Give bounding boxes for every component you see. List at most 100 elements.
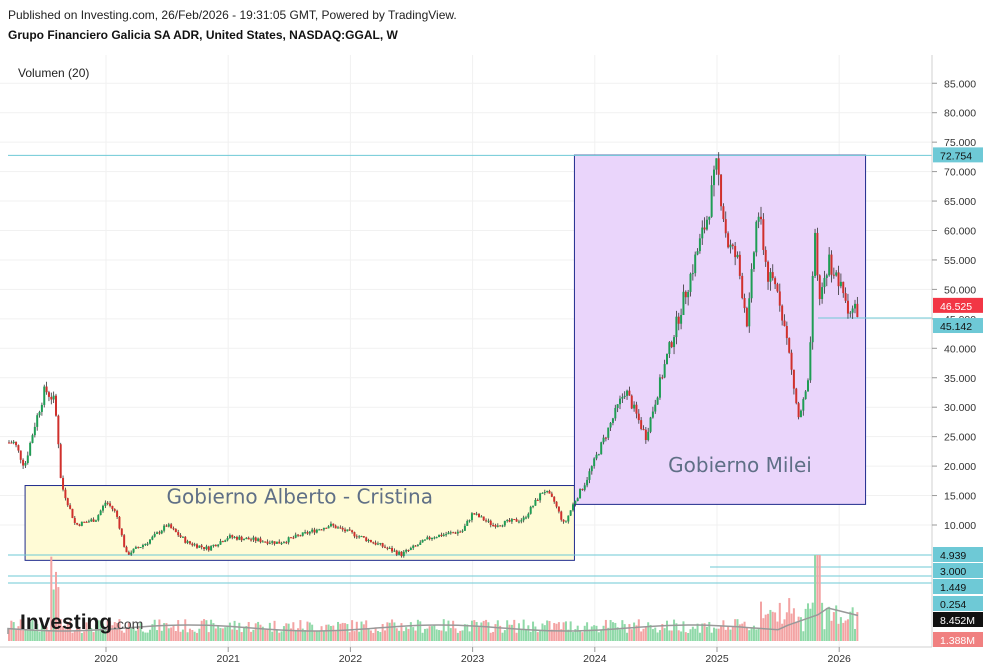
volume-bar [64, 629, 67, 641]
volume-marker-bg [933, 612, 983, 627]
annotation-label: Gobierno Alberto - Cristina [167, 485, 433, 509]
volume-bar [332, 625, 335, 641]
candle-body [623, 395, 626, 397]
candle-body [802, 399, 805, 411]
candle-body [332, 523, 335, 526]
level-marker-text: 45.142 [940, 321, 972, 333]
candle-body [29, 442, 32, 456]
volume-bar [487, 622, 490, 641]
candle-body [513, 519, 516, 521]
volume-bar [344, 623, 347, 641]
volume-bar [102, 623, 104, 641]
candle-body [144, 543, 147, 546]
volume-bar [527, 625, 530, 641]
candle-body [419, 542, 422, 545]
candle-body [588, 471, 591, 480]
candle-body [764, 249, 767, 262]
candle-body [193, 544, 196, 546]
candle-body [17, 445, 20, 451]
candle-body [26, 455, 29, 463]
candle-body [569, 510, 572, 516]
volume-bar [15, 629, 18, 641]
candle-body [428, 537, 431, 540]
volume-bar [668, 630, 671, 641]
chart-header: Published on Investing.com, 26/Feb/2026 … [8, 7, 908, 43]
candle-body [797, 403, 800, 418]
volume-bar [165, 623, 168, 641]
volume-bar [235, 629, 238, 641]
volume-bar [130, 627, 133, 641]
candle-body [856, 303, 859, 318]
volume-bar [823, 629, 826, 641]
volume-bar [452, 620, 455, 641]
candle-body [705, 219, 708, 230]
time-axis[interactable]: 2020 2021 2022 2023 2024 2025 2026 [94, 647, 851, 665]
candle-body [59, 444, 62, 478]
candle-body [536, 499, 539, 501]
candle-body [628, 390, 631, 396]
volume-bar [428, 626, 431, 641]
candle-body [273, 541, 276, 544]
candle-body [235, 536, 238, 540]
candle-body [525, 517, 527, 519]
volume-bar [391, 619, 394, 641]
logo-brand: Investing [20, 611, 112, 634]
volume-bar [839, 617, 842, 641]
candle-body [600, 442, 603, 455]
volume-bar [795, 621, 798, 641]
volume-bar [132, 627, 135, 641]
candle-body [299, 535, 302, 537]
volume-bar [43, 626, 46, 641]
candle-body [687, 291, 690, 298]
candle-body [344, 529, 347, 532]
candle-body [619, 398, 621, 405]
volume-bar [191, 629, 194, 641]
volume-bar [26, 629, 29, 641]
volume-bar [210, 619, 213, 641]
volume-level-marker-bg [933, 579, 983, 594]
candle-body [485, 520, 488, 522]
candle-body [327, 526, 330, 529]
volume-bar [774, 612, 777, 641]
candle-body [386, 547, 389, 549]
candle-body [844, 293, 847, 301]
candle-body [438, 534, 441, 538]
volume-bar [856, 612, 859, 641]
time-tick-label: 2022 [339, 653, 363, 665]
candle-body [762, 219, 765, 250]
candle-body [379, 543, 382, 545]
candle-body [290, 537, 292, 539]
candle-body [682, 291, 685, 316]
candle-body [715, 158, 718, 170]
candle-body [492, 524, 495, 526]
volume-bar [421, 632, 424, 641]
volume-bar [741, 623, 744, 641]
candle-body [771, 272, 774, 279]
volume-bar [369, 630, 372, 641]
volume-bar [802, 631, 805, 641]
candle-body [146, 543, 149, 545]
candle-body [57, 415, 60, 445]
candle-body [109, 503, 112, 506]
candle-body [835, 272, 838, 276]
candle-body [452, 532, 455, 534]
candle-body [515, 519, 518, 522]
volume-bar [250, 631, 253, 641]
volume-bar [755, 629, 758, 641]
candle-body [132, 548, 135, 553]
volume-bar [661, 624, 664, 641]
volume-bar [449, 628, 452, 641]
volume-bar [264, 629, 267, 641]
volume-bar [713, 627, 715, 641]
volume-bar [783, 619, 786, 641]
volume-bar [318, 630, 321, 641]
candle-body [210, 546, 213, 551]
volume-bar [602, 625, 605, 641]
volume-bar [118, 619, 121, 641]
volume-bar [351, 620, 354, 641]
candle-body [66, 498, 69, 506]
candle-body [729, 244, 732, 248]
volume-bar [435, 629, 438, 641]
candle-body [294, 534, 297, 538]
